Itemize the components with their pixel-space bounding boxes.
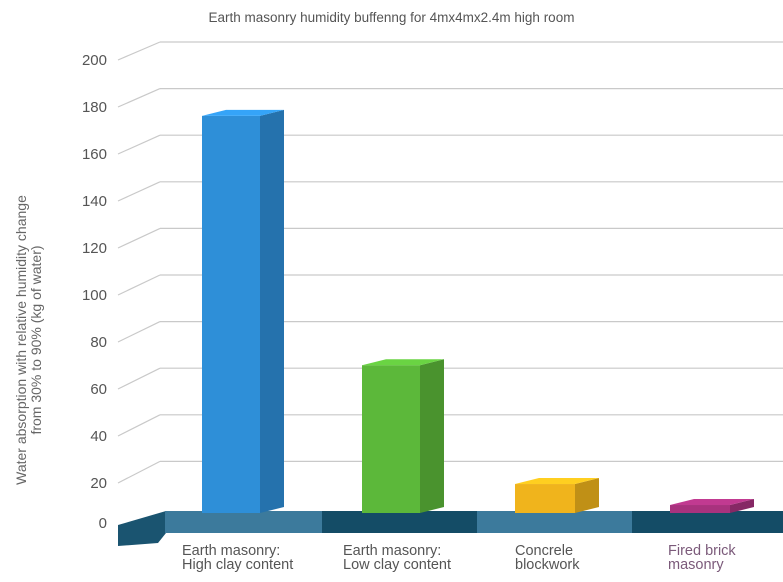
y-axis-label-line-1: Water absorption with relative humidity … [13, 195, 29, 485]
floor-segment [165, 511, 322, 533]
y-tick-label: 180 [82, 99, 107, 116]
y-tick-label: 120 [82, 240, 107, 257]
chart-floor [118, 511, 783, 546]
x-tick-label: Fired brick masonry [668, 543, 736, 573]
bar [670, 499, 754, 513]
bar-side [730, 499, 754, 513]
bar [202, 109, 284, 514]
bar-front [515, 484, 575, 513]
bar-top [362, 359, 444, 366]
bar-front [362, 365, 420, 513]
gridline-depth [117, 274, 161, 296]
bars [202, 109, 754, 514]
floor-segment [322, 511, 477, 533]
bar-front [202, 115, 260, 514]
x-tick-label: Concrele blockwork [515, 543, 580, 573]
bar [362, 359, 444, 513]
gridline-depth [117, 134, 161, 155]
bar-top [515, 478, 599, 485]
bar-top [670, 499, 754, 506]
y-tick-label: 40 [90, 428, 107, 445]
gridline-depth [117, 460, 161, 484]
gridline-depth [117, 367, 161, 390]
y-tick-label: 200 [82, 52, 107, 69]
y-tick-label: 100 [82, 287, 107, 304]
gridline-depth [117, 181, 161, 202]
bar-side [420, 359, 444, 513]
gridline-depth [117, 414, 161, 437]
bar-side [260, 109, 284, 514]
y-axis-label: Water absorption with relative humidity … [13, 120, 44, 560]
y-tick-label: 80 [90, 334, 107, 351]
x-tick-label: Earth masonry: Low clay content [343, 543, 452, 573]
gridline-depth [117, 88, 161, 108]
floor-segment [477, 511, 632, 533]
x-tick-label: Earth masonry: High clay content [182, 543, 294, 573]
y-tick-label: 20 [90, 475, 107, 492]
bar [515, 478, 599, 513]
y-tick-label: 140 [82, 193, 107, 210]
bar-side [575, 478, 599, 513]
bar-top [202, 109, 284, 116]
floor-left-edge [118, 511, 166, 546]
bar-front [670, 505, 730, 513]
gridline-depth [117, 321, 161, 343]
y-axis-label-line-2: from 30% to 90% (kg of water) [28, 245, 44, 435]
y-tick-label: 160 [82, 146, 107, 163]
gridline-depth [117, 227, 161, 249]
floor-segment [632, 511, 783, 533]
gridline-depth [117, 41, 161, 61]
y-tick-label: 60 [90, 381, 107, 398]
chart-title: Earth masonry humidity buffenng for 4mx4… [208, 10, 575, 25]
y-tick-label: 0 [99, 515, 107, 532]
